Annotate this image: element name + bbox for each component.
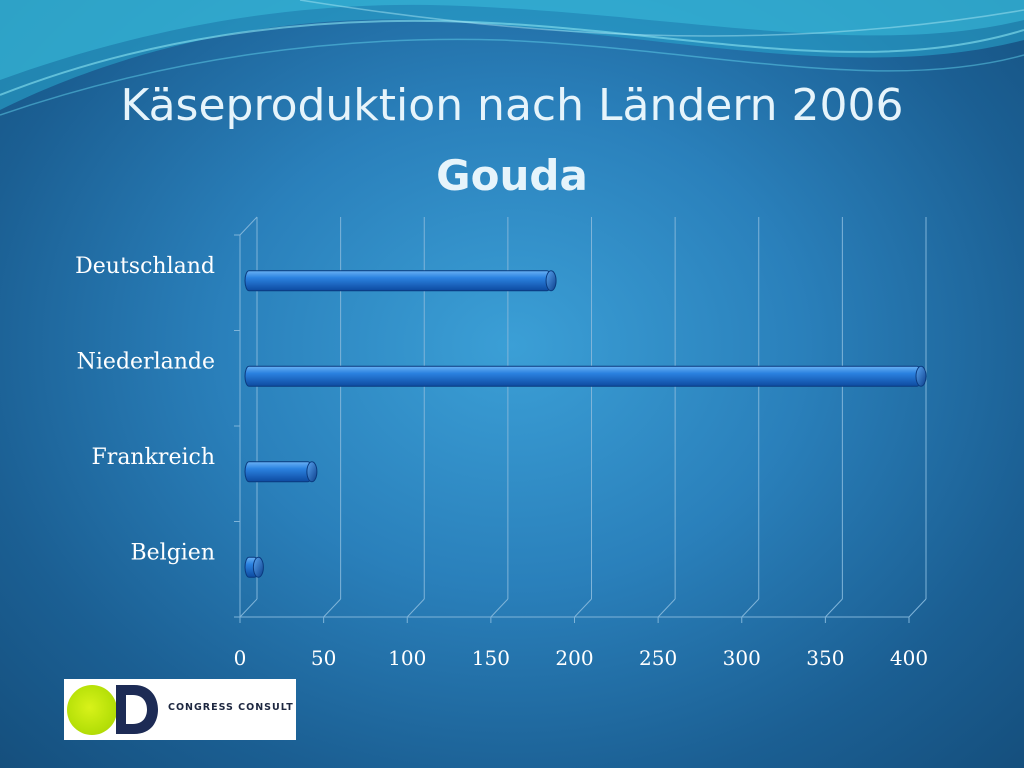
x-tick-label: 200 — [555, 646, 593, 670]
floor-gridline — [239, 598, 258, 618]
x-tick-label: 400 — [890, 646, 928, 670]
floor-gridline — [574, 598, 592, 618]
x-tick-label: 350 — [806, 646, 844, 670]
x-tick-label: 300 — [723, 646, 761, 670]
x-tick-label: 0 — [234, 646, 247, 670]
company-logo: CONGRESS CONSULT — [64, 679, 296, 740]
floor-gridline — [741, 598, 760, 618]
category-label: Deutschland — [75, 254, 215, 279]
floor-gridline — [323, 598, 341, 618]
bar — [244, 270, 552, 292]
slide-subtitle: Gouda — [436, 151, 588, 200]
logo-text: CONGRESS CONSULT — [168, 702, 294, 713]
x-tick-label: 50 — [311, 646, 336, 670]
bar-cap — [306, 461, 318, 483]
top-depth-edge — [239, 216, 258, 236]
x-tick-label: 250 — [639, 646, 677, 670]
category-label: Niederlande — [77, 349, 215, 374]
bar — [244, 365, 922, 387]
floor-gridline — [908, 598, 927, 618]
x-tick-label: 150 — [472, 646, 510, 670]
floor-gridline — [406, 598, 425, 618]
header-wave-decoration — [0, 0, 1024, 116]
x-tick-label: 100 — [388, 646, 426, 670]
category-label: Belgien — [130, 540, 215, 565]
floor-gridline — [825, 598, 843, 618]
floor-gridline — [657, 598, 676, 618]
floor-gridline — [490, 598, 509, 618]
slide-title: Käseproduktion nach Ländern 2006 — [120, 80, 904, 131]
logo-letter-icon — [116, 685, 158, 734]
bar-cap — [252, 556, 264, 578]
bar-cap — [915, 365, 927, 387]
bar-cap — [545, 270, 557, 292]
bar — [244, 461, 313, 483]
category-label: Frankreich — [92, 445, 215, 470]
logo-circle-icon — [67, 685, 117, 735]
